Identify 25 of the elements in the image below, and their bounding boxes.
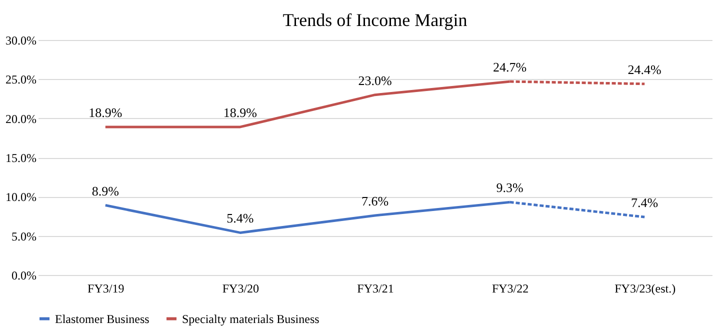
- data-label: 18.9%: [223, 104, 258, 120]
- y-tick-label: 25.0%: [6, 72, 36, 87]
- y-tick-label: 30.0%: [6, 34, 36, 48]
- x-tick-label: FY3/21: [357, 282, 394, 296]
- x-tick-label: FY3/23(est.): [614, 282, 676, 296]
- y-tick-label: 15.0%: [6, 151, 36, 165]
- x-tick-label: FY3/22: [492, 282, 529, 296]
- data-label: 24.4%: [628, 62, 662, 77]
- chart-title: Trends of Income Margin: [282, 10, 468, 30]
- data-label: 23.0%: [358, 72, 392, 88]
- y-tick-label: 10.0%: [6, 190, 36, 204]
- y-tick-label: 20.0%: [6, 112, 36, 126]
- data-label: 8.9%: [92, 183, 120, 198]
- data-label: 5.4%: [226, 210, 254, 226]
- x-tick-label: FY3/19: [88, 282, 124, 296]
- legend-label: Elastomer Business: [55, 312, 150, 326]
- y-tick-label: 5.0%: [12, 229, 36, 244]
- data-label: 18.9%: [88, 104, 122, 120]
- data-label: 24.7%: [493, 60, 527, 75]
- legend-label: Specialty materials Business: [182, 312, 320, 326]
- data-label: 7.6%: [361, 193, 389, 208]
- data-label: 7.4%: [631, 195, 658, 210]
- x-tick-label: FY3/20: [222, 282, 260, 296]
- y-tick-label: 0.0%: [12, 268, 36, 282]
- data-label: 9.3%: [496, 180, 524, 196]
